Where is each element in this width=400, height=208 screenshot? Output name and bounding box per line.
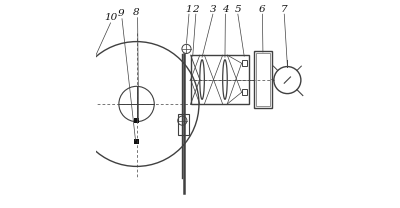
Text: 3: 3	[210, 5, 216, 15]
Bar	[254, 51, 272, 108]
Bar	[134, 139, 140, 144]
Bar	[256, 53, 270, 106]
Bar	[191, 55, 249, 104]
Bar	[134, 118, 140, 123]
Text: 10: 10	[104, 13, 117, 22]
Text: 6: 6	[259, 5, 266, 15]
Bar	[178, 114, 188, 135]
Text: 4: 4	[222, 5, 229, 15]
Text: 2: 2	[192, 5, 199, 15]
Text: 1: 1	[186, 5, 192, 15]
Text: 5: 5	[234, 5, 241, 15]
Text: 8: 8	[133, 8, 140, 17]
Bar	[242, 60, 247, 66]
Bar	[242, 89, 247, 95]
Text: 9: 9	[118, 9, 124, 18]
Text: 7: 7	[281, 5, 288, 15]
